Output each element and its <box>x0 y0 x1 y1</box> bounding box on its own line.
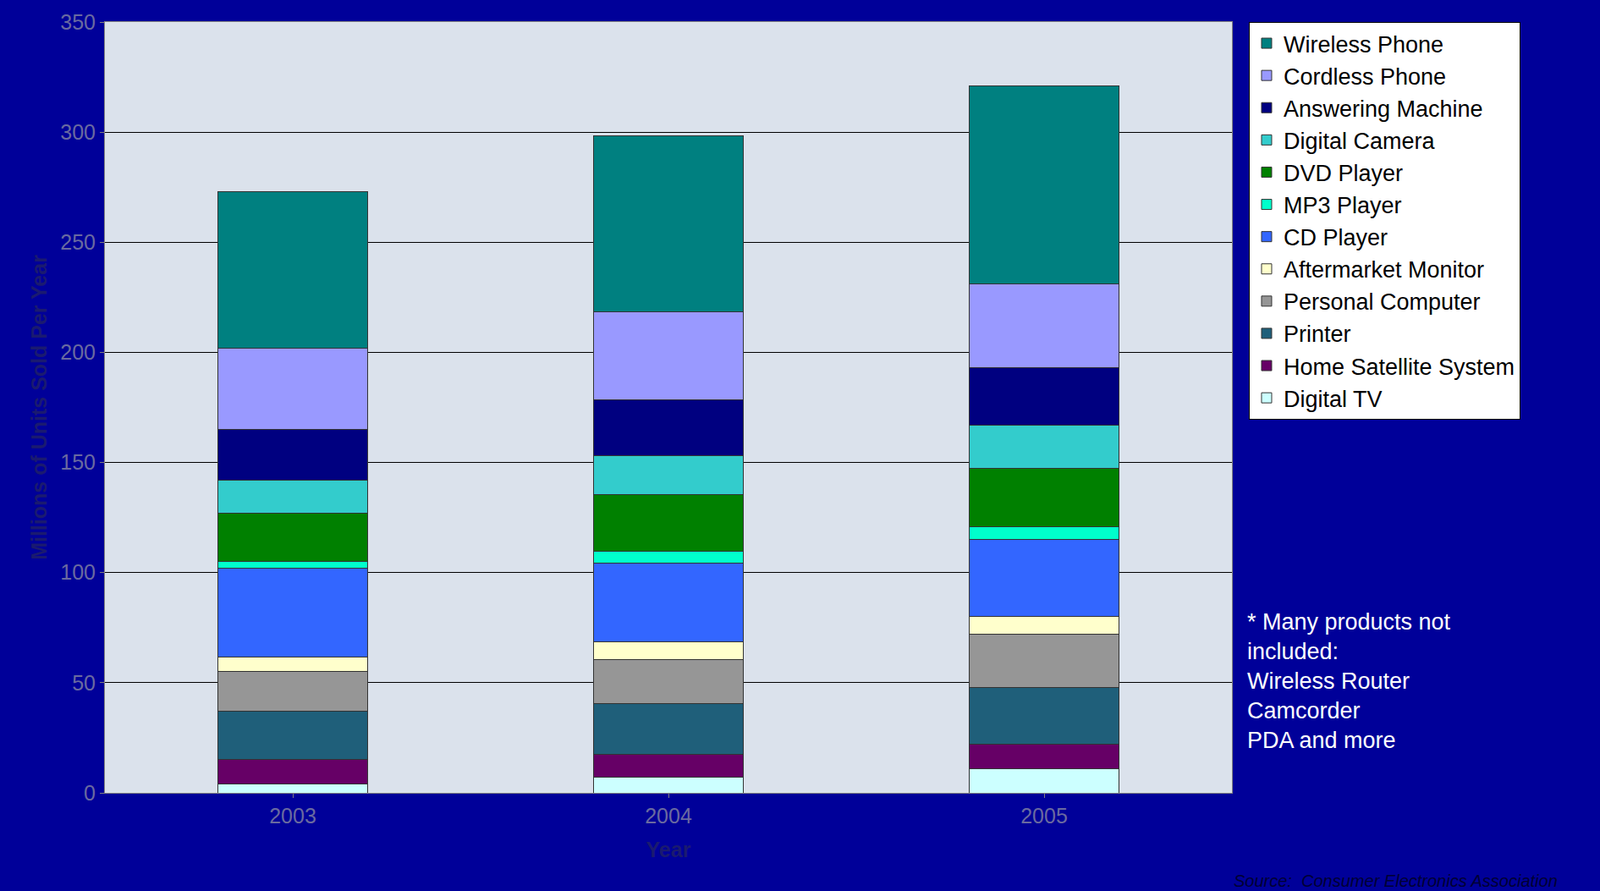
svg-text:150: 150 <box>60 450 96 474</box>
svg-text:0: 0 <box>83 780 96 805</box>
svg-text:Digital Camera: Digital Camera <box>1283 128 1436 154</box>
svg-text:Source: Consumer Electronics: Source: Consumer Electronics Association <box>1233 871 1558 891</box>
svg-text:Home Satellite System: Home Satellite System <box>1283 354 1515 380</box>
svg-text:Year: Year <box>646 837 692 862</box>
svg-text:350: 350 <box>60 10 96 34</box>
svg-text:100: 100 <box>60 560 96 584</box>
svg-text:MP3 Player: MP3 Player <box>1283 192 1403 219</box>
svg-text:Printer: Printer <box>1283 321 1352 347</box>
svg-text:200: 200 <box>60 340 96 364</box>
svg-text:250: 250 <box>60 230 96 254</box>
svg-text:300: 300 <box>60 120 96 144</box>
svg-text:2005: 2005 <box>1020 803 1068 828</box>
svg-text:Cordless Phone: Cordless Phone <box>1283 64 1447 90</box>
svg-text:Digital TV: Digital TV <box>1283 386 1383 413</box>
svg-text:* Many products notincluded:Wi: * Many products notincluded:Wireless Rou… <box>1247 609 1452 754</box>
svg-text:Answering Machine: Answering Machine <box>1283 96 1484 122</box>
svg-text:DVD Player: DVD Player <box>1283 160 1403 187</box>
svg-text:Wireless Phone: Wireless Phone <box>1283 32 1444 58</box>
svg-text:CD Player: CD Player <box>1283 225 1388 251</box>
svg-text:Aftermarket Monitor: Aftermarket Monitor <box>1283 257 1485 283</box>
svg-text:2003: 2003 <box>269 803 317 828</box>
svg-text:Personal Computer: Personal Computer <box>1283 289 1481 315</box>
svg-text:Millions of Units Sold Per Yea: Millions of Units Sold Per Year <box>27 254 51 561</box>
svg-text:50: 50 <box>71 670 96 695</box>
svg-text:2004: 2004 <box>644 803 693 828</box>
